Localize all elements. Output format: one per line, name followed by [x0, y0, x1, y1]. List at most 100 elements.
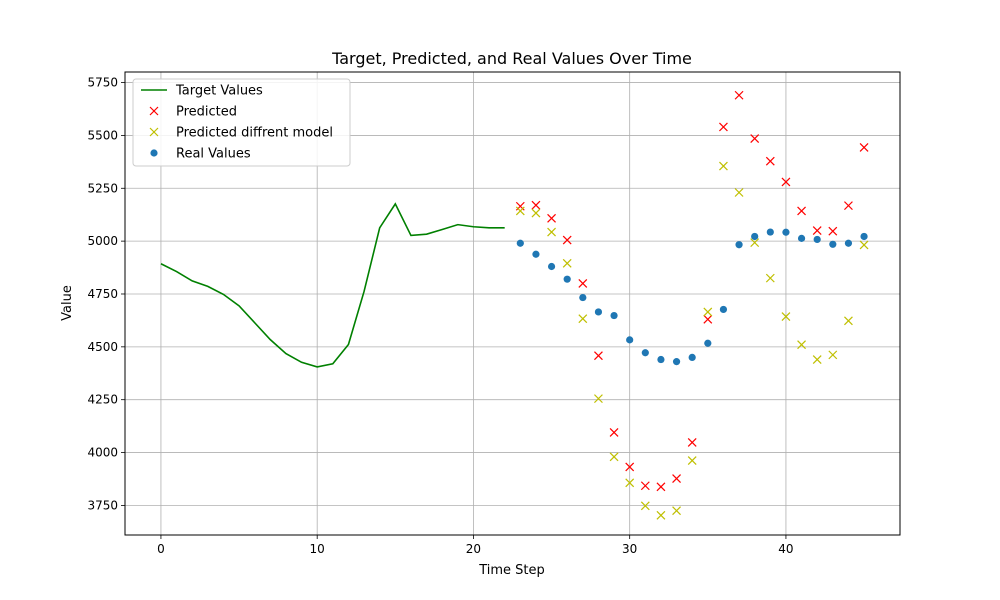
x-stroke: [797, 206, 806, 216]
data-point: [594, 308, 603, 316]
x-stroke: [149, 106, 159, 116]
data-point: [657, 355, 665, 364]
x-stroke: [672, 474, 681, 483]
x-stroke: [719, 161, 728, 171]
series-target-values: [160, 202, 505, 368]
data-point: [578, 278, 588, 288]
data-point: [640, 481, 650, 491]
x-stroke: [703, 314, 713, 324]
data-point: [687, 456, 697, 466]
data-point: [782, 228, 790, 236]
data-point: [734, 90, 744, 100]
data-point: [735, 241, 743, 249]
data-point: [719, 161, 728, 171]
data-point: [765, 156, 775, 166]
x-stroke: [765, 156, 775, 166]
legend: Target Values Predicted Predicted diffrent…: [132, 78, 351, 167]
data-point: [844, 316, 853, 326]
legend-box: [132, 78, 351, 167]
x-stroke: [734, 188, 744, 197]
data-point: [531, 208, 541, 218]
series-predicted-diffrent-model: [515, 161, 869, 520]
legend-entry: Predicted diffrent model: [149, 126, 333, 141]
data-point: [766, 228, 774, 236]
y-axis-label: Value: [60, 285, 75, 321]
data-point: [641, 349, 649, 357]
x-stroke: [625, 462, 635, 472]
data-point: [797, 340, 806, 350]
x-stroke: [812, 226, 822, 235]
x-stroke: [609, 452, 619, 462]
x-stroke: [531, 208, 541, 218]
y-tick-label: 4750: [87, 287, 118, 301]
legend-swatch: [150, 149, 158, 157]
data-point: [547, 227, 556, 237]
x-stroke: [578, 314, 588, 324]
legend-label: Predicted diffrent model: [176, 126, 333, 141]
data-point: [609, 428, 619, 437]
data-point: [672, 358, 681, 366]
x-stroke: [547, 213, 556, 223]
data-point: [860, 232, 868, 241]
x-stroke: [844, 316, 853, 326]
x-stroke: [656, 510, 666, 520]
y-tick-label: 4000: [87, 446, 118, 460]
data-point: [672, 474, 681, 483]
x-stroke: [734, 90, 744, 100]
x-tick-label: 10: [310, 542, 325, 556]
data-point: [719, 305, 728, 314]
data-point: [531, 200, 541, 210]
legend-label: Target Values: [175, 84, 263, 99]
x-stroke: [781, 177, 791, 187]
legend-swatch: [149, 127, 159, 137]
data-point: [703, 314, 713, 324]
data-point: [547, 213, 556, 223]
data-point: [562, 258, 572, 268]
data-point: [859, 240, 869, 250]
data-point: [844, 201, 853, 211]
data-point: [829, 240, 837, 248]
data-point: [859, 143, 869, 152]
data-point: [625, 478, 635, 488]
x-stroke: [640, 501, 650, 511]
series-predicted: [515, 90, 869, 492]
x-stroke: [844, 201, 853, 211]
ticks: 0 10 20 30 40 3750 4000 4250 4500 4750 5000 5250 550…: [87, 76, 793, 556]
y-tick-label: 5500: [87, 128, 118, 142]
y-tick-label: 5000: [87, 234, 118, 248]
x-stroke: [547, 227, 556, 237]
data-point: [828, 350, 838, 360]
x-stroke: [812, 355, 822, 364]
x-stroke: [149, 127, 159, 137]
legend-swatch: [149, 106, 159, 116]
x-stroke: [625, 478, 635, 488]
y-tick-label: 5250: [87, 181, 118, 195]
x-stroke: [578, 278, 588, 288]
x-stroke: [703, 307, 713, 317]
data-point: [750, 238, 760, 248]
legend-entry: Target Values: [141, 84, 263, 99]
x-tick-label: 30: [622, 542, 637, 556]
data-point: [750, 134, 760, 144]
x-stroke: [828, 350, 838, 360]
data-point: [516, 239, 524, 247]
y-tick-label: 3750: [87, 498, 118, 512]
series-real-values: [516, 228, 868, 366]
data-point: [844, 239, 853, 247]
data-point: [656, 510, 666, 520]
x-stroke: [765, 273, 775, 283]
data-point: [812, 355, 822, 364]
x-stroke: [656, 482, 666, 492]
x-stroke: [687, 456, 697, 466]
data-point: [594, 351, 603, 361]
data-point: [625, 462, 635, 472]
data-point: [813, 235, 821, 244]
data-point: [734, 188, 744, 197]
x-tick-label: 0: [157, 542, 165, 556]
axes-frame: [124, 71, 901, 536]
data-point: [781, 312, 791, 322]
x-stroke: [719, 122, 728, 132]
data-point: [562, 235, 572, 245]
x-stroke: [750, 134, 760, 144]
